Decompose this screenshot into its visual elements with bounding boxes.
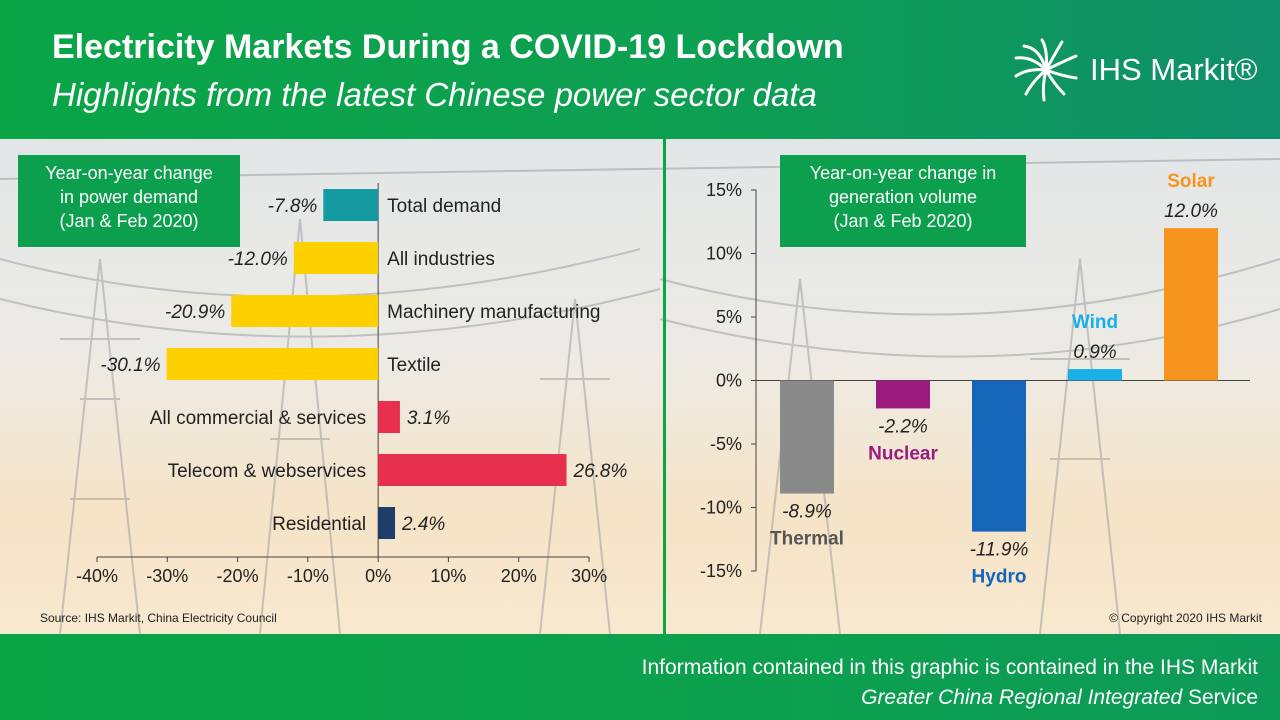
y-tick-label: 10% xyxy=(706,244,742,264)
footer-info-line: Information contained in this graphic is… xyxy=(641,656,1258,679)
ihs-markit-logo-icon xyxy=(1014,38,1078,102)
x-tick-label: 30% xyxy=(571,566,607,586)
bar xyxy=(378,401,400,433)
demand-chart-title-line: in power demand xyxy=(59,187,199,207)
bar xyxy=(378,454,567,486)
footer-banner: Information contained in this graphic is… xyxy=(0,634,1280,720)
category-label: Wind xyxy=(1072,312,1118,333)
data-label: -2.2% xyxy=(878,416,928,437)
category-label: Textile xyxy=(387,355,441,376)
y-tick-label: -15% xyxy=(700,561,742,581)
category-label: Nuclear xyxy=(868,443,938,464)
x-tick-label: 10% xyxy=(430,566,466,586)
page-title: Electricity Markets During a COVID-19 Lo… xyxy=(52,28,844,66)
category-label: All industries xyxy=(387,249,495,270)
category-label: Total demand xyxy=(387,196,501,217)
demand-bar-chart: -40% -30% -20% -10% 0% 10% 20% 30% -7.8% Total de… xyxy=(76,183,628,586)
bar xyxy=(293,242,379,274)
source-note: Source: IHS Markit, China Electricity Co… xyxy=(40,611,277,625)
brand-name: IHS Markit® xyxy=(1090,52,1258,87)
data-label: -30.1% xyxy=(100,355,160,376)
x-tick-label: 0% xyxy=(365,566,391,586)
data-label: -8.9% xyxy=(782,502,832,523)
data-label: 0.9% xyxy=(1073,342,1116,363)
generation-bar-chart: 15% 10% 5% 0% -5% -10% -15% -8.9% Thermal -2.2% Nu… xyxy=(700,171,1250,588)
x-tick-label: -20% xyxy=(217,566,259,586)
bar xyxy=(1068,369,1122,381)
category-label: All commercial & services xyxy=(150,408,366,429)
x-tick-label: -40% xyxy=(76,566,118,586)
y-tick-label: 15% xyxy=(706,180,742,200)
page-subtitle: Highlights from the latest Chinese power… xyxy=(52,76,817,113)
category-label: Machinery manufacturing xyxy=(387,302,600,323)
generation-chart-title-line: (Jan & Feb 2020) xyxy=(833,211,973,231)
x-tick-label: -30% xyxy=(146,566,188,586)
generation-chart-title-line: generation volume xyxy=(828,187,978,207)
category-label: Telecom & webservices xyxy=(168,461,367,482)
data-label: -11.9% xyxy=(970,540,1029,561)
y-tick-label: -5% xyxy=(710,434,742,454)
footer-service-line: Greater China Regional Integrated Servic… xyxy=(861,686,1258,710)
bar xyxy=(323,189,379,221)
footer-service-suffix: Service xyxy=(1182,686,1258,709)
x-tick-label: 20% xyxy=(501,566,537,586)
copyright-note: © Copyright 2020 IHS Markit xyxy=(1109,611,1262,625)
bar xyxy=(166,348,379,380)
bar xyxy=(972,380,1026,532)
data-label: -7.8% xyxy=(268,196,318,217)
y-tick-label: 5% xyxy=(716,307,742,327)
data-label: 26.8% xyxy=(573,461,628,482)
demand-chart-title-box: Year-on-year change in power demand (Jan… xyxy=(18,155,240,247)
generation-chart-title-line: Year-on-year change in xyxy=(809,163,997,183)
data-label: 12.0% xyxy=(1164,201,1218,222)
bar xyxy=(1164,228,1218,381)
bar xyxy=(231,295,379,327)
data-label: 3.1% xyxy=(407,408,450,429)
category-label: Hydro xyxy=(972,567,1027,588)
y-tick-label: -10% xyxy=(700,498,742,518)
footer-service-name: Greater China Regional Integrated xyxy=(861,686,1183,709)
generation-chart-title-box: Year-on-year change in generation volume… xyxy=(780,155,1026,247)
data-label: -12.0% xyxy=(228,249,288,270)
header-banner: Electricity Markets During a COVID-19 Lo… xyxy=(0,0,1280,139)
bar xyxy=(876,380,930,409)
data-label: 2.4% xyxy=(401,514,445,535)
bar xyxy=(780,380,834,494)
data-label: -20.9% xyxy=(165,302,225,323)
x-tick-label: -10% xyxy=(287,566,329,586)
category-label: Solar xyxy=(1167,171,1215,192)
brand-logo: IHS Markit® xyxy=(1012,38,1258,102)
category-label: Thermal xyxy=(770,529,844,550)
panel-divider xyxy=(663,139,666,634)
y-tick-label: 0% xyxy=(716,371,742,391)
bar xyxy=(378,507,396,539)
category-label: Residential xyxy=(272,514,366,535)
demand-chart-title-line: (Jan & Feb 2020) xyxy=(59,211,199,231)
demand-chart-title-line: Year-on-year change xyxy=(45,163,213,183)
